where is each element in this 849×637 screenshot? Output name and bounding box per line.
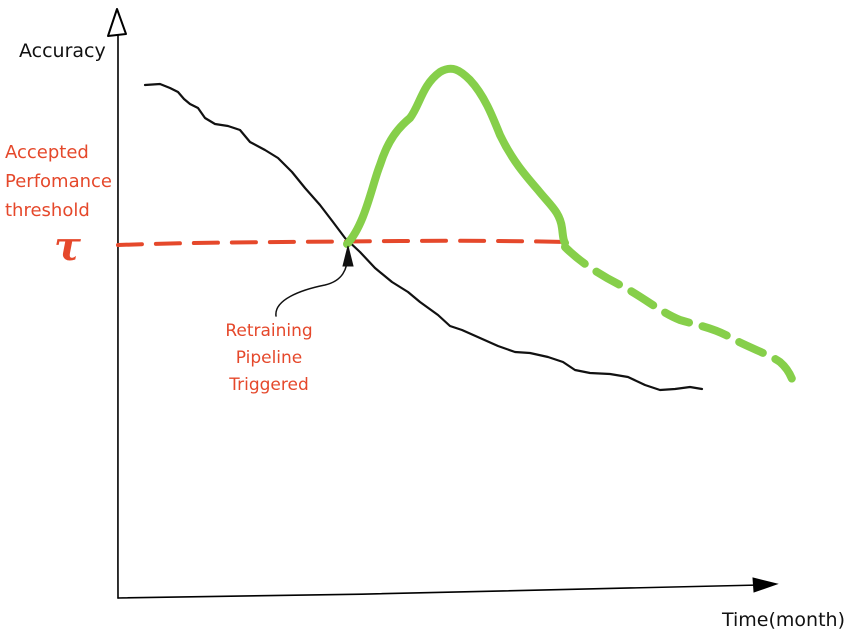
threshold-label-line: Accepted [5,142,89,163]
trigger-pointer [275,245,354,317]
x-axis-arrowhead [752,577,779,593]
threshold-symbol: τ [54,223,81,270]
retrained-accuracy-curve [343,64,569,248]
x-axis-line [117,584,761,599]
threshold-label: Accepted Perfomance threshold [5,138,185,225]
threshold-label-line: Perfomance [5,171,112,192]
annotation-line: Retraining [225,321,313,341]
retrained-decay-curve [561,243,796,383]
threshold-label-line: threshold [5,200,90,221]
retraining-annotation: Retraining Pipeline Triggered [214,318,324,399]
y-axis-arrowhead [107,8,127,37]
annotation-line: Pipeline [235,348,303,368]
annotation-line: Triggered [229,375,309,395]
model-accuracy-curve [143,82,704,392]
x-axis-label: Time(month) [722,609,845,631]
y-axis [107,8,127,599]
threshold-line [116,238,568,247]
trigger-pointer-arrowhead [342,245,354,267]
trigger-pointer-line [275,251,349,317]
x-axis [117,577,779,599]
y-axis-label: Accuracy [19,40,106,62]
